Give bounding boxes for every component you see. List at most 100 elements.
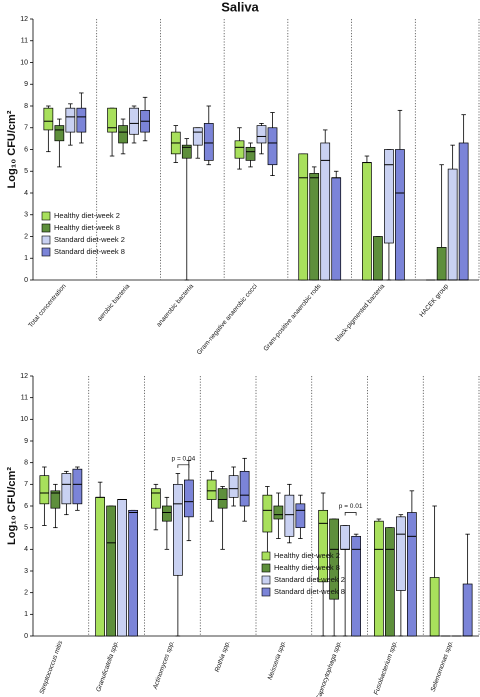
legend-label: Healthy diet-week 2 (274, 551, 340, 560)
x-tick-label: anaerobic bacteria (155, 283, 195, 329)
significance-bracket (344, 512, 357, 516)
y-tick-label: 5 (24, 525, 28, 532)
box (284, 494, 295, 537)
y-tick-label: 4 (24, 190, 28, 197)
y-tick-label: 10 (20, 416, 28, 423)
box-plot (151, 483, 161, 531)
box-plot (117, 499, 127, 637)
box (95, 496, 105, 637)
box-plot (331, 170, 342, 281)
x-tick-label: Fusobacterium spp. (373, 640, 399, 696)
box-plot (320, 129, 331, 281)
box (429, 577, 440, 637)
y-tick-label: 6 (24, 503, 28, 510)
box-plot (65, 103, 76, 146)
x-tick-label: Granulicatella spp. (95, 640, 120, 693)
box (39, 475, 50, 505)
box-plot (436, 164, 447, 281)
y-tick-label: 3 (24, 568, 28, 575)
box (245, 146, 256, 161)
box-plot (362, 155, 372, 281)
legend-swatch (41, 247, 51, 257)
box-plot (407, 490, 417, 637)
legend-swatch (41, 223, 51, 233)
box (50, 490, 61, 509)
box-plot (181, 138, 192, 281)
y-tick-label: 7 (24, 125, 28, 132)
box-plot (239, 457, 250, 522)
box-plot (76, 92, 87, 144)
box-plot (429, 505, 440, 637)
legend-swatch (261, 587, 271, 597)
box (206, 479, 217, 500)
y-tick-label: 0 (24, 277, 28, 284)
y-tick-label: 0 (24, 633, 28, 640)
box (234, 140, 245, 159)
box (447, 168, 458, 281)
box-plot (206, 470, 217, 522)
x-tick-label: black-pigmented bacteria (334, 283, 386, 343)
box-plot (295, 494, 306, 539)
box-plot (192, 127, 203, 159)
box (117, 499, 127, 637)
box-plot (384, 149, 394, 281)
box-plot (385, 527, 395, 637)
box-plot (458, 114, 469, 281)
y-tick-label: 7 (24, 481, 28, 488)
legend-swatch (261, 563, 271, 573)
box (384, 149, 394, 244)
x-tick-label: Selenomonas spp. (430, 640, 455, 693)
x-tick-label: Gram-positive anaerobic rods (262, 282, 323, 352)
box (106, 505, 116, 637)
box (54, 125, 65, 142)
box (385, 527, 395, 637)
box-plot (203, 105, 214, 166)
box (162, 505, 172, 522)
box-plot (50, 483, 61, 529)
box (192, 127, 203, 146)
box-plot (396, 514, 406, 637)
box (173, 483, 183, 576)
box-plot (173, 473, 183, 637)
box-plot (118, 118, 128, 155)
box-plot (39, 466, 50, 526)
x-tick-label: Neisseria spp. (267, 640, 288, 681)
box (273, 505, 284, 520)
box (373, 236, 383, 281)
box (239, 470, 250, 507)
box (267, 127, 278, 166)
box (151, 488, 161, 509)
box (128, 509, 138, 637)
box-plot (234, 127, 245, 170)
box-plot (373, 236, 383, 281)
box-plot (245, 142, 256, 168)
box (362, 162, 372, 281)
y-axis-label: Log₁₀ CFU/cm² (6, 467, 18, 545)
box (331, 177, 342, 281)
box (407, 512, 417, 637)
y-tick-label: 11 (21, 38, 28, 45)
box (184, 479, 194, 518)
legend-swatch (41, 211, 51, 221)
legend-swatch (261, 551, 271, 561)
x-tick-label: aerobic bacteria (96, 283, 131, 323)
y-tick-label: 9 (24, 438, 28, 445)
box-plot (318, 492, 328, 637)
box-plot (329, 518, 339, 637)
y-tick-label: 1 (24, 255, 28, 262)
box (298, 153, 309, 281)
box-plot (129, 105, 139, 144)
box-plot (298, 153, 309, 281)
box (129, 107, 139, 135)
box (309, 173, 320, 281)
box (76, 107, 87, 133)
x-tick-label: Rothia spp. (214, 640, 232, 673)
box (318, 509, 328, 583)
box-plot (140, 96, 150, 142)
box-plot (447, 144, 458, 281)
box-plot (462, 533, 473, 637)
y-tick-label: 8 (24, 460, 28, 467)
x-tick-label: Total concentration (27, 283, 68, 330)
